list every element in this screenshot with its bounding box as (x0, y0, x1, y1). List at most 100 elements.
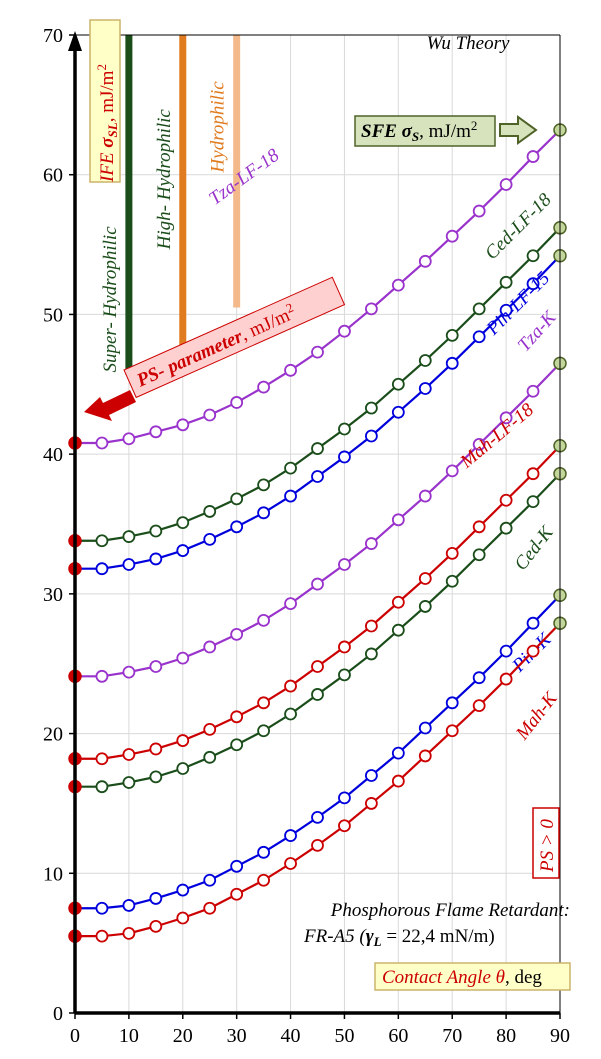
data-point (230, 710, 244, 724)
x-tick-label: 30 (227, 1025, 247, 1047)
wetting-bar-label: Hydrophilic (208, 81, 229, 174)
data-point (284, 679, 297, 693)
data-point (499, 644, 513, 658)
data-point (526, 384, 540, 398)
data-point (95, 901, 109, 915)
data-point (391, 405, 405, 419)
sfe-label: SFE σS, mJ/m2 (361, 118, 477, 144)
data-point (230, 396, 244, 409)
x-tick-label: 60 (388, 1025, 408, 1047)
data-point (364, 619, 378, 633)
ps-arrow (84, 390, 136, 421)
data-point (176, 516, 190, 530)
data-point (257, 478, 271, 492)
data-point (499, 411, 513, 425)
data-point (149, 425, 163, 439)
data-point (122, 558, 136, 571)
data-point (95, 534, 109, 548)
data-point (364, 647, 378, 661)
data-point (445, 546, 459, 560)
data-point (203, 505, 217, 518)
data-point (95, 929, 109, 943)
data-point (122, 899, 136, 912)
axes (68, 31, 561, 1015)
chart-title: Wu Theory (427, 33, 510, 54)
y-tick-label: 70 (43, 25, 63, 47)
data-point (445, 696, 459, 710)
data-point (526, 616, 540, 630)
wetting-bar-label: Super- Hydrophilic (100, 226, 121, 373)
data-point (311, 660, 324, 673)
xlabel: Contact Angle θ, deg (382, 967, 542, 988)
y-tick-label: 30 (43, 584, 63, 606)
data-point (284, 597, 297, 611)
data-point (203, 901, 217, 915)
x-tick-label: 80 (496, 1025, 516, 1047)
data-point (445, 356, 459, 370)
wetting-bars: Super- Hydrophilic High- Hydrophilic Hydro… (100, 35, 241, 375)
data-point (149, 892, 163, 905)
data-point (257, 380, 271, 394)
data-point (149, 770, 163, 784)
data-point (391, 746, 405, 760)
data-point (230, 859, 244, 873)
data-point (311, 811, 324, 824)
data-point (122, 776, 136, 789)
data-point (230, 492, 244, 506)
x-tick-label: 50 (334, 1025, 354, 1047)
data-point (391, 623, 405, 637)
data-point (122, 432, 136, 446)
data-point (122, 530, 136, 543)
data-point (176, 418, 190, 432)
data-point (176, 762, 190, 775)
data-point (338, 640, 351, 654)
data-point (311, 345, 324, 359)
data-point (364, 429, 378, 443)
ps-positive-box: PS > 0 (532, 807, 560, 879)
data-point (338, 422, 351, 436)
data-point (149, 660, 163, 673)
xlabel-box: Contact Angle θ, deg (374, 962, 571, 991)
data-point (499, 672, 513, 686)
data-point (418, 572, 432, 585)
data-point (95, 780, 109, 794)
data-point (284, 857, 297, 870)
data-point (311, 838, 324, 852)
data-point (418, 382, 432, 395)
data-point (391, 595, 405, 609)
data-point (230, 627, 244, 641)
data-point (364, 401, 378, 415)
x-tick-label: 0 (70, 1025, 80, 1047)
data-point (472, 699, 486, 713)
data-point (149, 919, 163, 933)
data-point (391, 377, 405, 391)
y-axis-arrow (68, 31, 82, 51)
data-point (445, 574, 459, 588)
y-tick-label: 10 (43, 863, 63, 885)
ps-positive-label: PS > 0 (537, 819, 558, 873)
data-point (203, 750, 217, 764)
data-point (499, 303, 513, 317)
data-point (499, 521, 513, 535)
data-point (445, 328, 459, 342)
data-point (122, 748, 136, 761)
data-point (472, 548, 486, 562)
data-point (499, 275, 513, 289)
data-point (445, 724, 459, 738)
data-point (284, 707, 297, 721)
wetting-bar-label: High- Hydrophilic (154, 109, 175, 251)
data-point (203, 640, 217, 654)
data-point (176, 651, 190, 665)
data-point (284, 489, 297, 503)
data-point (472, 330, 486, 344)
data-point (418, 600, 432, 613)
data-point (526, 467, 540, 481)
data-point (526, 249, 540, 263)
data-point (284, 461, 297, 475)
data-point (257, 506, 271, 520)
data-point (284, 829, 297, 842)
data-point (391, 278, 405, 292)
data-point (391, 513, 405, 527)
sfe-label-box: SFE σS, mJ/m2 (354, 115, 496, 147)
